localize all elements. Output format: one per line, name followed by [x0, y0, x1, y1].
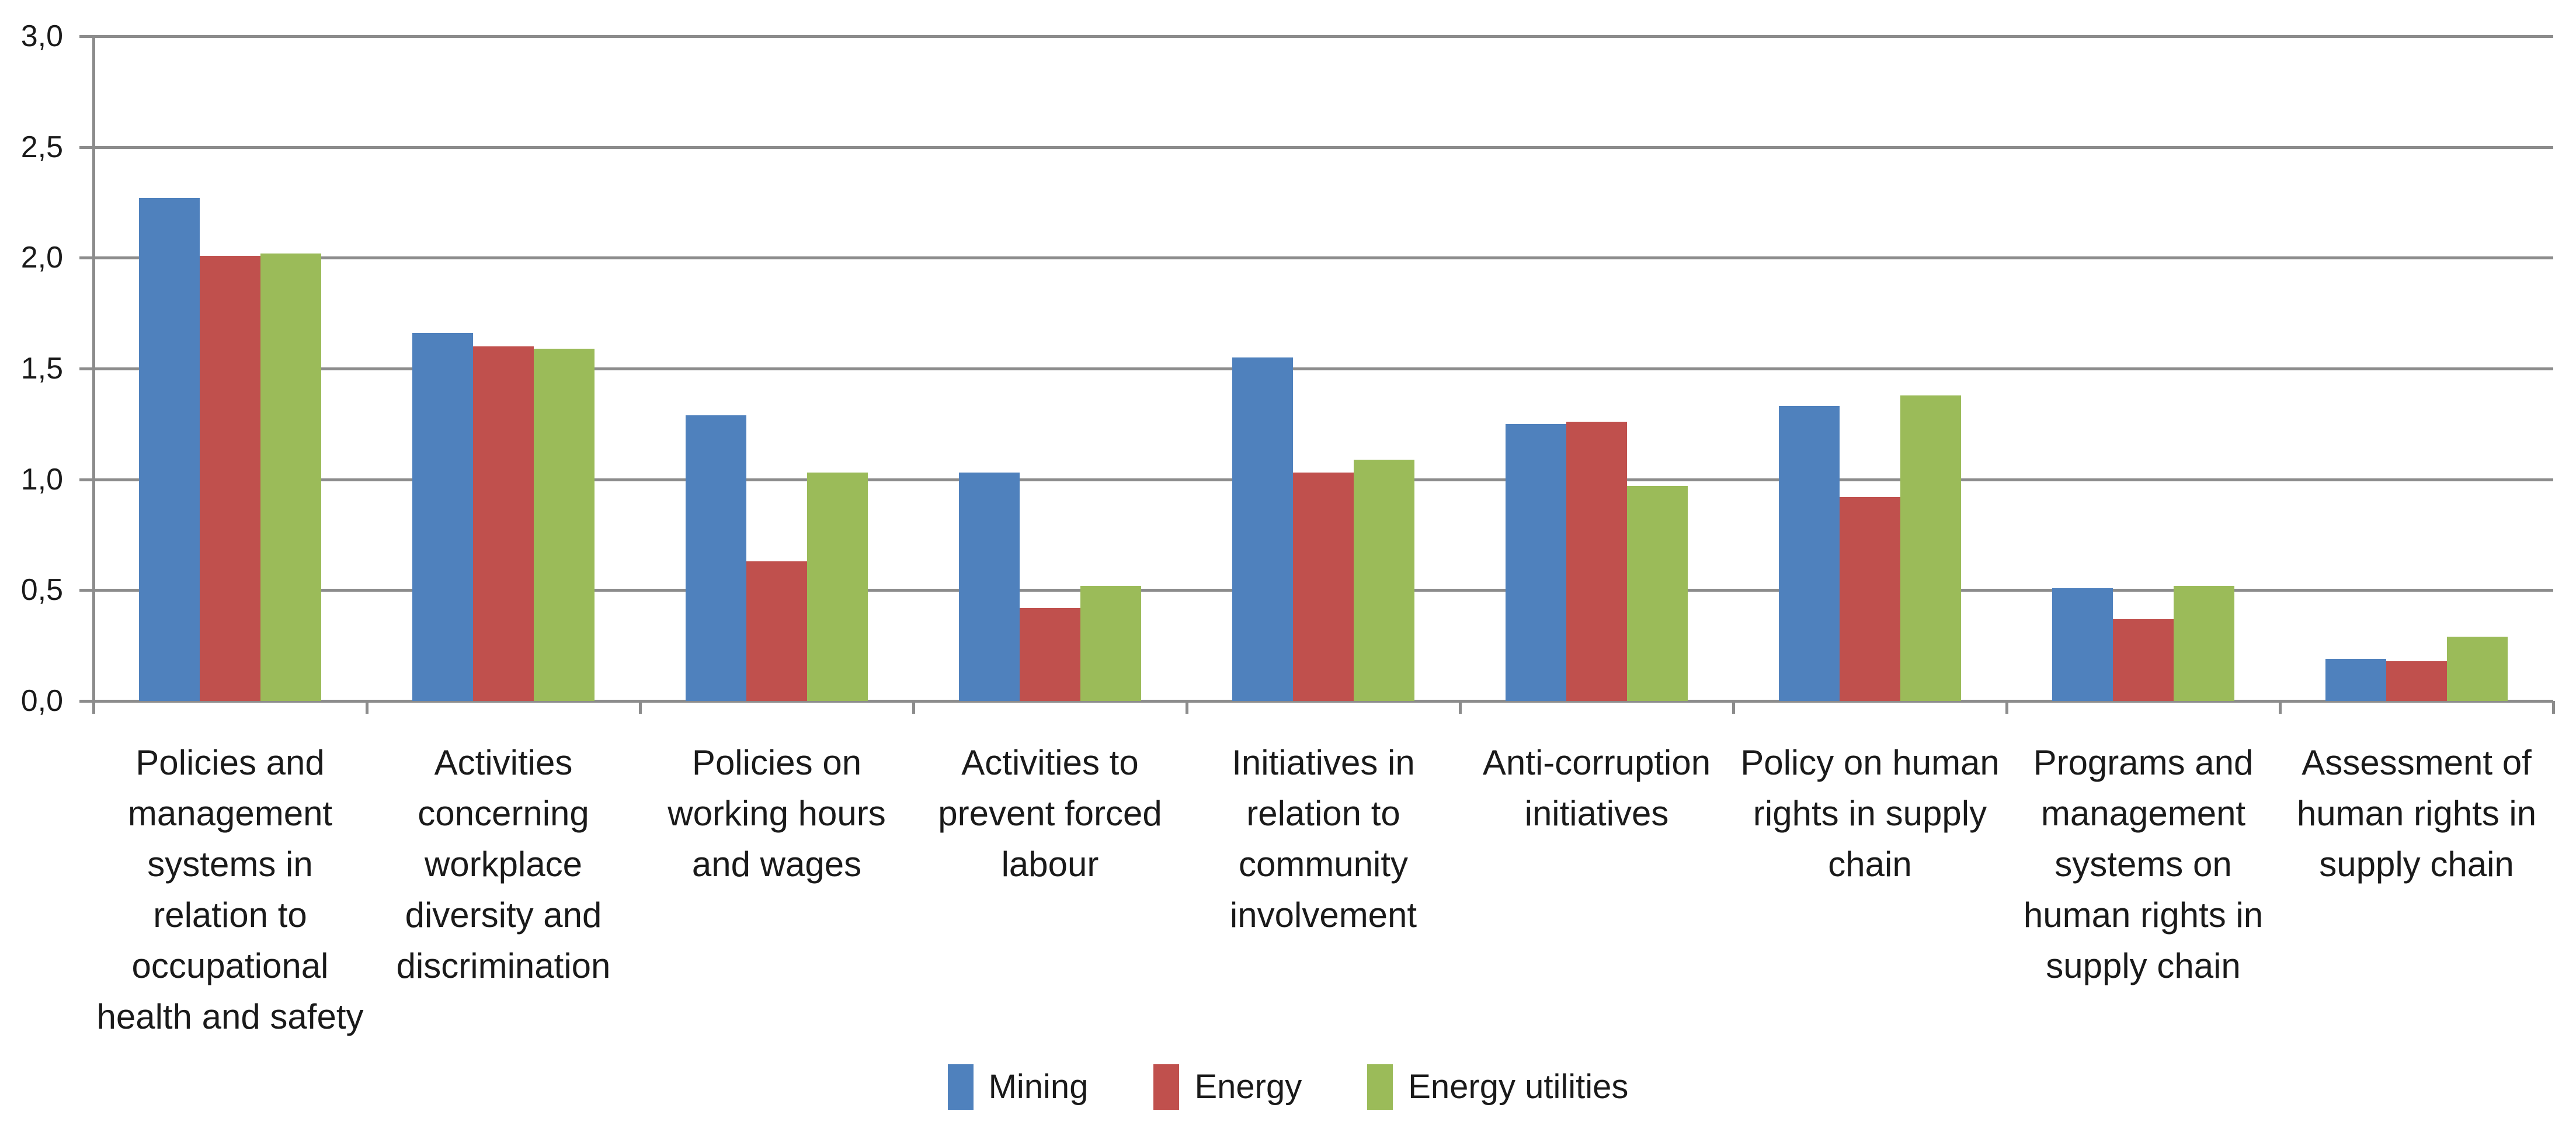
- y-tick-label: 0,5: [20, 573, 63, 607]
- plot-area: [93, 35, 2553, 703]
- category-label: Policies on working hours and wages: [668, 743, 886, 884]
- bar-energy-utilities-3: [1080, 586, 1141, 701]
- category-label: Policies and management systems in relat…: [96, 743, 364, 1036]
- bar-energy-6: [1840, 497, 1900, 701]
- gridline: [93, 700, 2553, 703]
- gridline: [93, 256, 2553, 260]
- y-tick-label: 0,0: [20, 684, 63, 718]
- bar-energy-utilities-8: [2447, 637, 2508, 701]
- y-axis-tick: [79, 700, 93, 703]
- category-label: Anti-corruption initiatives: [1482, 743, 1711, 833]
- bar-energy-3: [1020, 608, 1080, 701]
- legend-swatch-energy: [1153, 1064, 1180, 1110]
- bar-mining-1: [412, 333, 473, 701]
- x-axis-tick: [1732, 701, 1735, 714]
- y-axis-tick: [79, 145, 93, 149]
- bar-energy-0: [200, 256, 260, 701]
- x-axis-tick: [366, 701, 369, 714]
- bar-energy-utilities-0: [260, 254, 321, 701]
- bar-mining-4: [1232, 357, 1293, 701]
- bar-energy-7: [2113, 619, 2174, 701]
- bar-mining-3: [959, 473, 1020, 701]
- x-axis-tick: [1459, 701, 1462, 714]
- legend-label: Energy utilities: [1408, 1068, 1629, 1106]
- y-axis-tick: [79, 256, 93, 260]
- bar-mining-6: [1779, 406, 1840, 701]
- bar-mining-0: [139, 198, 200, 701]
- x-axis-tick: [1186, 701, 1188, 714]
- bar-energy-1: [473, 346, 534, 701]
- bar-energy-utilities-7: [2174, 586, 2234, 701]
- bar-mining-7: [2052, 588, 2113, 701]
- y-axis-line: [92, 36, 95, 714]
- legend-swatch-mining: [947, 1064, 974, 1110]
- bar-energy-utilities-6: [1900, 395, 1961, 701]
- y-tick-label: 2,0: [20, 241, 63, 275]
- legend-label: Mining: [988, 1068, 1089, 1106]
- bar-energy-utilities-1: [534, 349, 595, 701]
- legend-item-energy-utilities: Energy utilities: [1367, 1064, 1628, 1110]
- category-label: Initiatives in relation to community inv…: [1229, 743, 1417, 935]
- y-tick-label: 2,5: [20, 130, 63, 164]
- bar-energy-utilities-2: [807, 473, 868, 701]
- y-axis-tick: [79, 589, 93, 592]
- bar-mining-5: [1506, 424, 1566, 701]
- x-axis-tick: [2279, 701, 2282, 714]
- category-label: Policy on human rights in supply chain: [1740, 743, 2000, 884]
- y-axis-tick: [79, 35, 93, 38]
- bar-mining-2: [686, 415, 746, 701]
- bar-mining-8: [2325, 659, 2386, 701]
- bar-energy-2: [746, 561, 807, 701]
- y-tick-label: 3,0: [20, 19, 63, 53]
- legend-label: Energy: [1194, 1068, 1302, 1106]
- category-label: Activities to prevent forced labour: [938, 743, 1162, 884]
- y-axis-tick: [79, 478, 93, 481]
- bar-energy-utilities-5: [1627, 486, 1688, 701]
- x-axis-tick: [2005, 701, 2008, 714]
- bar-energy-utilities-4: [1354, 460, 1414, 701]
- y-axis-tick: [79, 367, 93, 370]
- gridline: [93, 35, 2553, 38]
- x-axis-tick: [2552, 701, 2555, 714]
- x-axis-tick: [639, 701, 642, 714]
- y-tick-label: 1,0: [20, 462, 63, 496]
- legend-item-mining: Mining: [947, 1064, 1089, 1110]
- gridline: [93, 145, 2553, 149]
- legend-swatch-energy-utilities: [1367, 1064, 1393, 1110]
- x-axis-tick: [92, 701, 95, 714]
- bar-energy-8: [2386, 661, 2447, 701]
- legend: Mining Energy Energy utilities: [0, 1064, 2576, 1110]
- legend-item-energy: Energy: [1153, 1064, 1302, 1110]
- x-axis-tick: [912, 701, 915, 714]
- category-label: Assessment of human rights in supply cha…: [2296, 743, 2537, 884]
- bar-energy-4: [1293, 473, 1354, 701]
- category-label: Programs and management systems on human…: [2023, 743, 2264, 985]
- y-tick-label: 1,5: [20, 352, 63, 386]
- bar-energy-5: [1566, 422, 1627, 701]
- gridline: [93, 367, 2553, 370]
- category-label: Activities concerning workplace diversit…: [396, 743, 611, 985]
